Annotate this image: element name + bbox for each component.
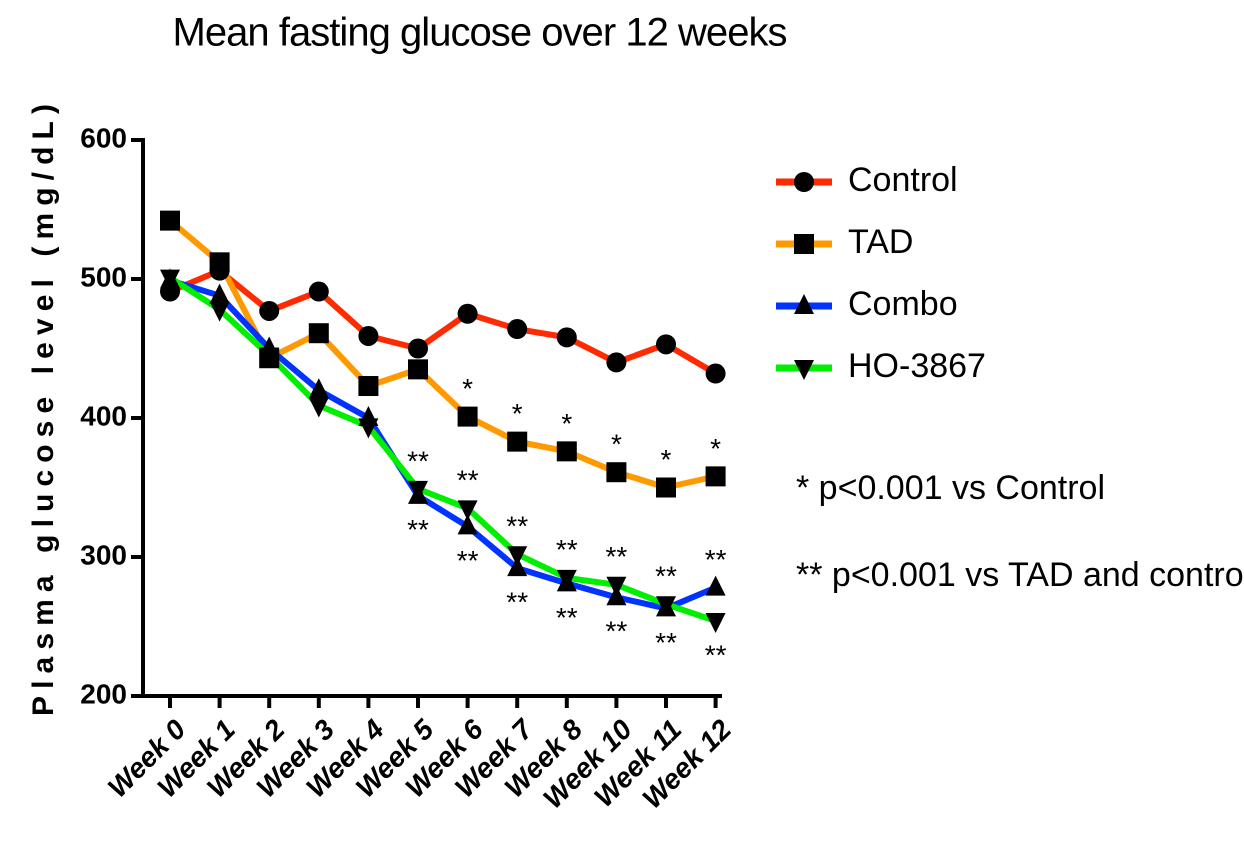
note: * p<0.001 vs Control (796, 469, 1105, 507)
data-point (408, 480, 428, 501)
y-tick-label: 300 (80, 539, 127, 570)
significance-label: * (710, 433, 721, 464)
data-point (209, 301, 230, 322)
significance-label: ** (506, 511, 528, 542)
data-point (358, 376, 379, 397)
legend-label: TAD (848, 223, 913, 261)
significance-label: ** (506, 587, 528, 618)
data-point (705, 466, 726, 487)
significance-label: * (611, 429, 622, 460)
significance-label: ** (457, 545, 479, 576)
data-point (358, 418, 379, 439)
data-point (457, 303, 478, 324)
note: ** p<0.001 vs TAD and control (796, 556, 1244, 594)
legend-label: HO-3867 (848, 347, 986, 385)
significance-label: ** (705, 544, 727, 575)
significance-label: ** (457, 465, 479, 496)
data-point (457, 406, 478, 427)
legend-marker (794, 172, 814, 192)
significance-label: * (462, 373, 473, 404)
data-point (408, 338, 428, 359)
significance-label: ** (655, 561, 677, 592)
significance-label: ** (606, 541, 628, 572)
data-point (606, 352, 627, 373)
data-point (656, 477, 676, 498)
legend-marker (794, 294, 814, 314)
significance-label: ** (705, 639, 727, 670)
y-tick-label: 500 (80, 261, 127, 292)
data-point (308, 281, 329, 302)
significance-label: ** (556, 534, 578, 565)
data-point (457, 514, 478, 535)
data-point (308, 323, 329, 344)
data-point (408, 359, 428, 380)
data-point (656, 334, 676, 355)
significance-label: ** (655, 627, 677, 658)
data-point (556, 327, 577, 348)
significance-label: ** (606, 616, 628, 647)
significance-label: ** (407, 514, 429, 545)
data-point (259, 347, 280, 368)
data-point (358, 325, 379, 346)
significance-label: * (661, 444, 672, 475)
y-axis-label: Plasma glucose level (mg/dL) (27, 104, 60, 716)
y-tick-label: 400 (80, 400, 127, 431)
data-point (507, 431, 528, 452)
data-point (606, 576, 627, 597)
data-point (209, 252, 230, 273)
y-tick-label: 600 (80, 122, 127, 153)
data-point (656, 596, 676, 617)
data-point (457, 500, 478, 521)
data-point (556, 569, 577, 590)
legend-label: Control (848, 161, 958, 199)
data-point (705, 363, 726, 384)
data-point (507, 546, 528, 567)
data-point (556, 441, 577, 462)
data-point (705, 612, 726, 633)
significance-label: ** (407, 445, 429, 476)
data-point (705, 575, 726, 596)
data-point (259, 300, 280, 321)
data-point (606, 462, 627, 483)
significance-label: * (512, 398, 523, 429)
data-point (209, 283, 230, 304)
data-point (160, 269, 180, 290)
data-point (507, 319, 528, 340)
legend-label: Combo (848, 285, 958, 323)
series-line (169, 277, 717, 612)
chart-title: Mean fasting glucose over 12 weeks (173, 11, 788, 55)
data-point (160, 210, 180, 231)
data-point (308, 397, 329, 418)
data-point (308, 378, 329, 399)
legend-marker (794, 234, 814, 254)
significance-label: * (561, 408, 572, 439)
significance-label: ** (556, 602, 578, 633)
legend-marker (794, 360, 814, 380)
y-tick-label: 200 (80, 678, 127, 709)
